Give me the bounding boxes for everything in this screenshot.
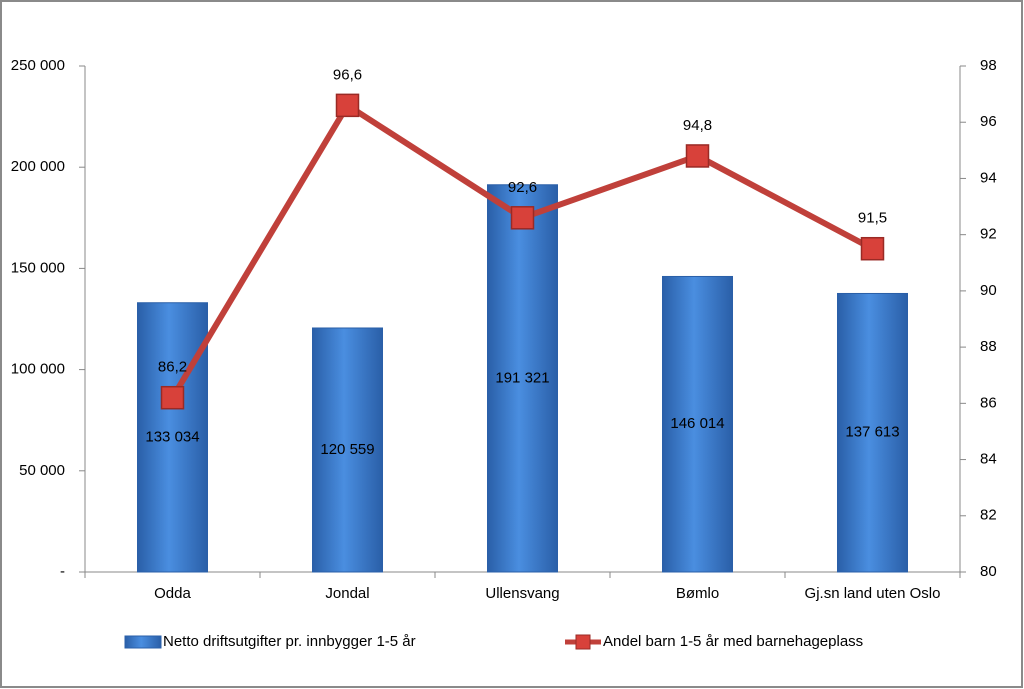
bar <box>662 275 733 573</box>
bar <box>487 184 558 573</box>
y2-tick-label: 98 <box>980 57 997 74</box>
line-value-label: 92,6 <box>508 179 537 196</box>
x-tick-label: Gj.sn land uten Oslo <box>805 585 941 602</box>
legend-swatch <box>124 635 162 649</box>
bar <box>137 302 208 573</box>
y2-tick-label: 82 <box>980 507 997 524</box>
line-value-label: 96,6 <box>333 66 362 83</box>
y-tick-label: 150 000 <box>11 259 65 276</box>
y-tick-label: 200 000 <box>11 158 65 175</box>
legend-label: Andel barn 1-5 år med barnehageplass <box>603 633 863 650</box>
x-tick-label: Bømlo <box>676 585 719 602</box>
bar-value-label: 137 613 <box>845 424 899 441</box>
line-value-label: 91,5 <box>858 210 887 227</box>
y2-tick-label: 86 <box>980 394 997 411</box>
bar-value-label: 191 321 <box>495 369 549 386</box>
y2-tick-label: 80 <box>980 563 997 580</box>
y2-tick-label: 88 <box>980 338 997 355</box>
y-tick-label: - <box>60 563 65 580</box>
bar-value-label: 133 034 <box>145 428 199 445</box>
line-marker <box>860 236 885 261</box>
y2-tick-label: 90 <box>980 282 997 299</box>
y-tick-label: 250 000 <box>11 57 65 74</box>
line-marker <box>160 385 185 410</box>
legend-label: Netto driftsutgifter pr. innbygger 1-5 å… <box>163 633 416 650</box>
bar-value-label: 146 014 <box>670 415 724 432</box>
y-tick-label: 50 000 <box>19 462 65 479</box>
bar <box>312 327 383 573</box>
bar-value-label: 120 559 <box>320 441 374 458</box>
x-tick-label: Ullensvang <box>485 585 559 602</box>
y2-tick-label: 96 <box>980 113 997 130</box>
y2-tick-label: 84 <box>980 451 997 468</box>
legend-marker <box>575 634 591 650</box>
line-marker <box>335 93 360 118</box>
bar <box>837 292 908 573</box>
line-marker <box>685 144 710 168</box>
y2-tick-label: 92 <box>980 226 997 243</box>
line-value-label: 86,2 <box>158 359 187 376</box>
line-value-label: 94,8 <box>683 117 712 134</box>
y-tick-label: 100 000 <box>11 361 65 378</box>
x-tick-label: Jondal <box>325 585 369 602</box>
line-marker <box>510 206 535 230</box>
x-tick-label: Odda <box>154 585 191 602</box>
y2-tick-label: 94 <box>980 169 997 186</box>
